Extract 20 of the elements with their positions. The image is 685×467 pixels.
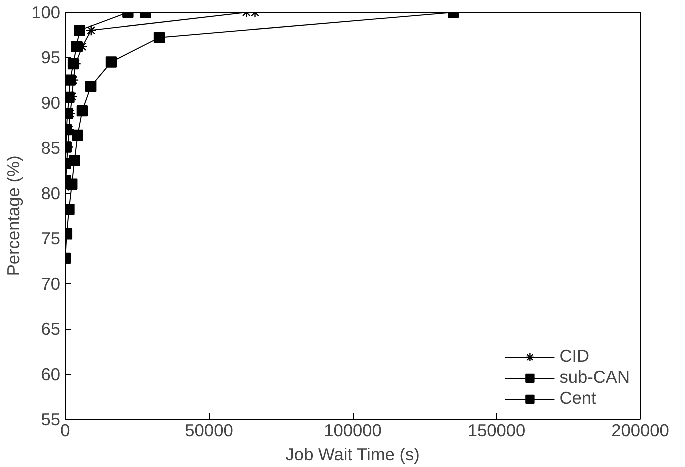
y-tick-label: 90 bbox=[41, 92, 61, 113]
x-tick-label: 50000 bbox=[185, 420, 234, 440]
y-tick-label: 65 bbox=[41, 319, 61, 340]
y-tick-label: 95 bbox=[41, 48, 61, 68]
y-tick-label: 80 bbox=[41, 183, 61, 204]
x-tick-label: 200000 bbox=[612, 420, 670, 440]
y-tick-label: 100 bbox=[32, 2, 61, 22]
x-axis-title: Job Wait Time (s) bbox=[286, 444, 420, 464]
y-tick-label: 60 bbox=[41, 364, 61, 384]
y-tick-label: 75 bbox=[41, 228, 61, 249]
x-tick-label: 0 bbox=[60, 420, 70, 440]
x-tick-label: 100000 bbox=[324, 420, 382, 440]
y-tick-label: 85 bbox=[41, 138, 61, 158]
legend-label: Cent bbox=[560, 388, 596, 409]
y-axis-title: Percentage (%) bbox=[4, 156, 24, 276]
legend-label: CID bbox=[560, 346, 590, 367]
legend-label: sub-CAN bbox=[560, 367, 630, 388]
x-tick-label: 150000 bbox=[468, 420, 526, 440]
y-tick-label: 55 bbox=[41, 410, 61, 430]
y-tick-label: 70 bbox=[41, 274, 61, 294]
